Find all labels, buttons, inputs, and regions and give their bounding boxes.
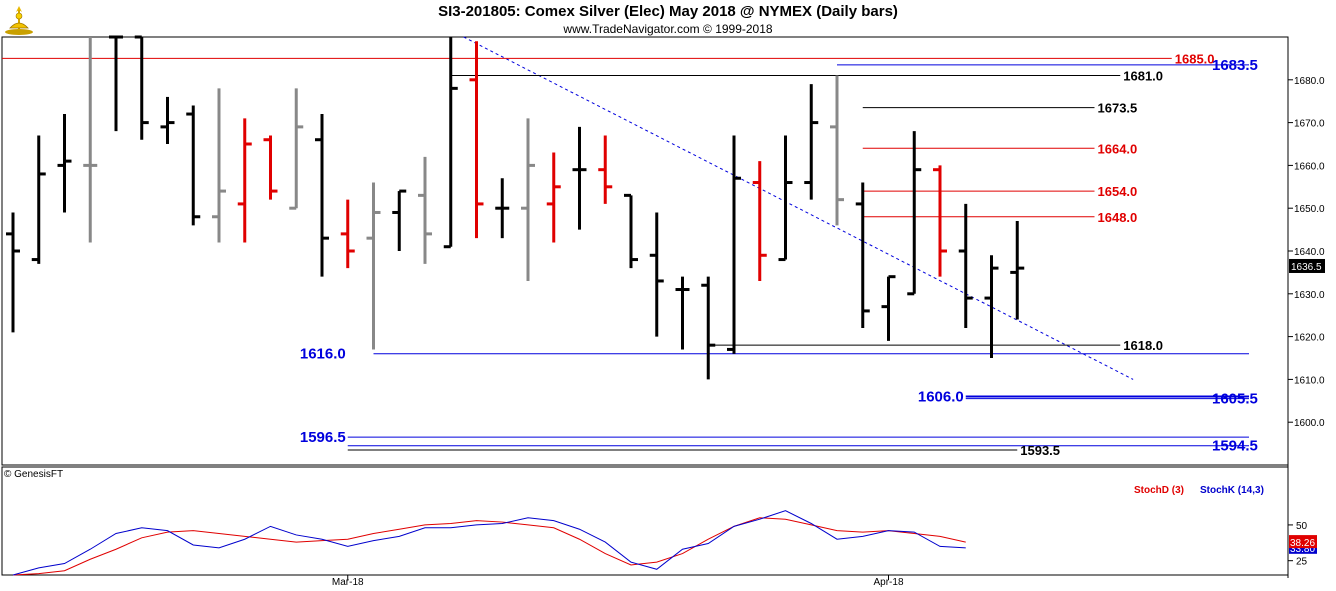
ohlc-bar [701, 276, 716, 380]
stochd-line [12, 517, 966, 576]
ohlc-bar [392, 189, 407, 251]
ohlc-bar [958, 203, 973, 329]
last-price-box [1289, 258, 1325, 273]
stochd-last-label: 38.26 [1290, 538, 1315, 549]
stochk-last-label: 33.80 [1290, 544, 1315, 555]
ohlc-bar [237, 118, 252, 243]
level-label: 1593.5 [1020, 443, 1060, 458]
ohlc-bar [624, 193, 638, 269]
ohlc-bar [443, 37, 458, 249]
ohlc-bar [933, 165, 947, 277]
trendline [463, 36, 1134, 380]
ohlc-bar [804, 84, 819, 200]
price-tick-label: 1660.0 [1294, 161, 1325, 172]
ohlc-bar [881, 275, 896, 341]
ohlc-bar [289, 88, 304, 210]
level-label: 1648.0 [1098, 210, 1138, 225]
ohlc-bar [57, 114, 72, 213]
ohlc-bar [134, 35, 149, 140]
ohlc-bar [546, 152, 561, 243]
ohlc-bar [186, 105, 201, 226]
price-tick-label: 1650.0 [1294, 204, 1325, 215]
stochk-line [12, 510, 966, 576]
ohlc-bar [855, 182, 870, 329]
ohlc-bar [6, 212, 20, 333]
ohlc-bar [984, 255, 999, 358]
date-tick-label: Mar-18 [332, 577, 364, 588]
price-tick-label: 1680.0 [1294, 76, 1325, 87]
price-tick-label: 1610.0 [1294, 375, 1325, 386]
stoch-tick-label: 50 [1296, 521, 1308, 532]
ohlc-bar [727, 135, 741, 354]
level-label: 1683.5 [1212, 57, 1258, 74]
price-tick-label: 1630.0 [1294, 290, 1325, 301]
date-tick-label: Apr-18 [873, 577, 903, 588]
stochd-last-box [1289, 535, 1317, 549]
chart-subtitle: www.TradeNavigator.com © 1999-2018 [563, 22, 773, 36]
ohlc-bar [418, 156, 432, 264]
ohlc-bar [109, 35, 123, 132]
ohlc-bar [340, 199, 355, 269]
stochastic-panel-frame [1, 466, 1289, 576]
ohlc-bar [598, 135, 613, 204]
ohlc-bar [752, 161, 767, 281]
ohlc-bar [263, 135, 278, 200]
level-label: 1664.0 [1098, 141, 1138, 156]
stoch-tick-label: 25 [1296, 557, 1308, 568]
level-label: 1605.5 [1212, 391, 1258, 408]
ohlc-bar [521, 118, 535, 281]
ohlc-bar [675, 276, 690, 350]
level-label: 1606.0 [918, 389, 964, 406]
ohlc-bar [649, 212, 664, 337]
ohlc-bar [212, 88, 226, 243]
ohlc-bar [315, 114, 329, 277]
ohlc-bar [1010, 221, 1025, 320]
ohlc-bar [366, 182, 381, 350]
ohlc-bar [830, 75, 844, 226]
chart-title: SI3-201805: Comex Silver (Elec) May 2018… [438, 3, 898, 20]
level-label: 1654.0 [1098, 184, 1138, 199]
price-tick-label: 1620.0 [1294, 333, 1325, 344]
price-tick-label: 1640.0 [1294, 247, 1325, 258]
tradenavigator-logo-icon [2, 2, 36, 36]
ohlc-bar [469, 41, 484, 239]
ohlc-bar [778, 135, 793, 262]
ohlc-bar [83, 37, 98, 243]
ohlc-bar [160, 96, 175, 144]
level-label: 1618.0 [1123, 338, 1163, 353]
ohlc-bar [907, 131, 922, 296]
ohlc-bar [495, 178, 510, 239]
level-label: 1685.0 [1175, 51, 1215, 66]
price-tick-label: 1600.0 [1294, 418, 1325, 429]
stochk-legend: StochK (14,3) [1200, 485, 1264, 496]
level-label: 1616.0 [300, 346, 346, 363]
level-label: 1673.5 [1098, 101, 1138, 116]
level-label: 1594.5 [1212, 438, 1258, 455]
level-label: 1596.5 [300, 429, 346, 446]
stochd-legend: StochD (3) [1134, 485, 1184, 496]
ohlc-bar [31, 135, 46, 264]
level-label: 1681.0 [1123, 69, 1163, 84]
price-tick-label: 1670.0 [1294, 119, 1325, 130]
ohlc-bar [572, 126, 587, 230]
copyright-text: © GenesisFT [4, 469, 64, 480]
last-price-label: 1636.5 [1291, 262, 1322, 273]
price-panel-frame [1, 36, 1289, 466]
